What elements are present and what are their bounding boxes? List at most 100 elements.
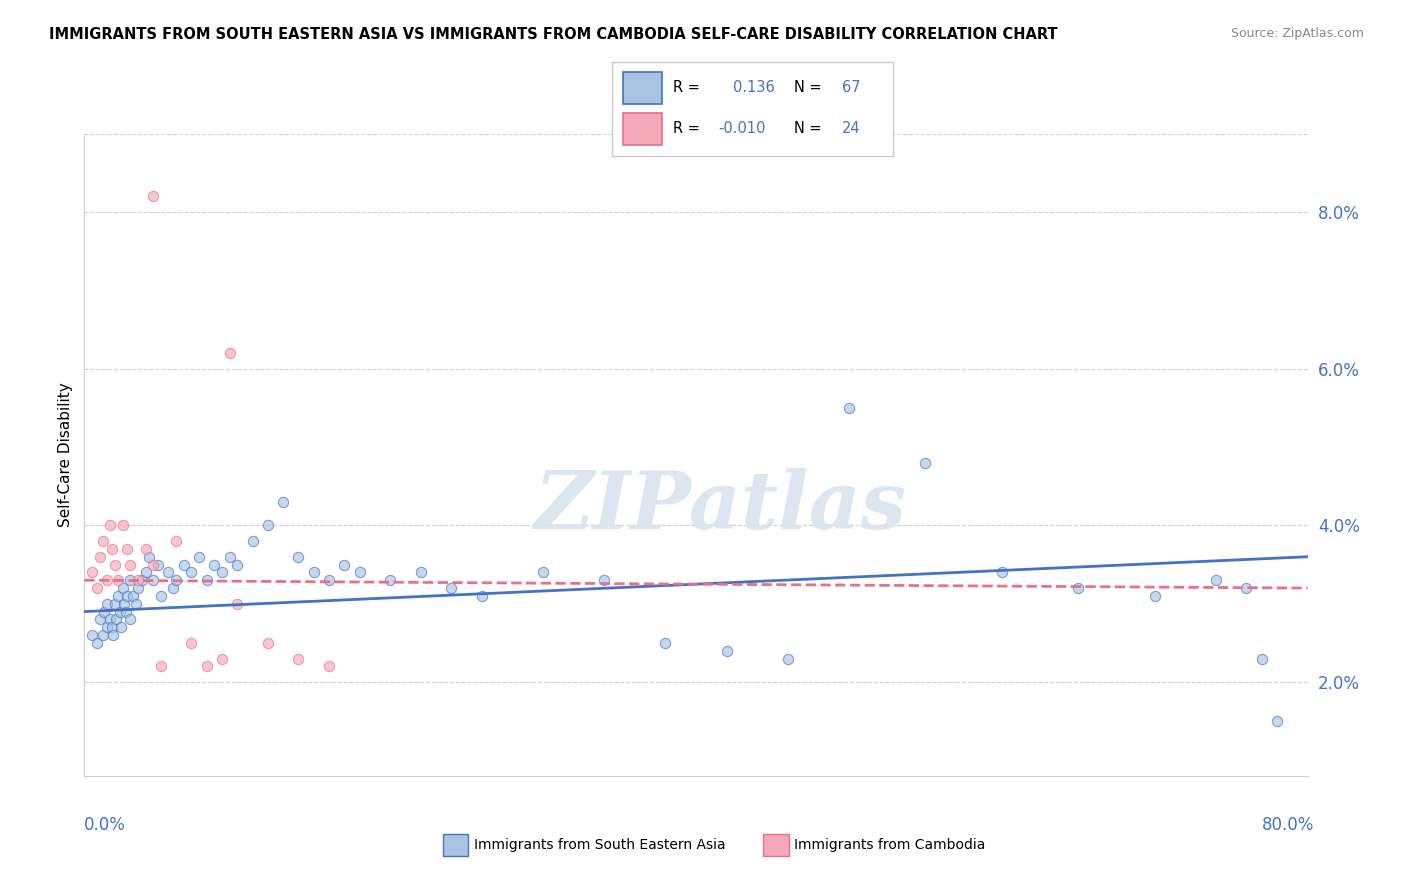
Text: 80.0%: 80.0%: [1263, 816, 1315, 834]
Point: [125, 597, 148, 611]
Point: [96, 597, 118, 611]
Point: [86, 636, 108, 650]
Point: [333, 558, 356, 572]
Point: [202, 558, 225, 572]
Point: [89, 549, 111, 564]
Point: [131, 573, 153, 587]
FancyBboxPatch shape: [623, 113, 662, 145]
Point: [122, 589, 145, 603]
Point: [103, 628, 125, 642]
Point: [257, 636, 280, 650]
Point: [218, 549, 240, 564]
Point: [716, 644, 738, 658]
Point: [287, 651, 309, 665]
Point: [135, 566, 157, 580]
Point: [91, 534, 114, 549]
Point: [135, 541, 157, 556]
Point: [838, 401, 860, 415]
Text: 0.136: 0.136: [733, 80, 775, 95]
Point: [120, 558, 142, 572]
Text: R =: R =: [673, 121, 700, 136]
Point: [287, 549, 309, 564]
Point: [211, 566, 233, 580]
Text: 24: 24: [842, 121, 860, 136]
Point: [107, 573, 129, 587]
Point: [149, 659, 172, 673]
Point: [271, 495, 294, 509]
Point: [142, 189, 165, 203]
Point: [1067, 581, 1090, 595]
Point: [226, 597, 249, 611]
Point: [991, 566, 1014, 580]
Point: [120, 573, 142, 587]
Point: [138, 549, 160, 564]
Text: R =: R =: [673, 80, 700, 95]
Point: [80, 566, 103, 580]
Text: -0.010: -0.010: [718, 121, 766, 136]
Point: [195, 573, 218, 587]
Point: [107, 589, 129, 603]
Point: [104, 558, 127, 572]
Point: [1143, 589, 1166, 603]
Point: [165, 534, 187, 549]
Text: Immigrants from South Eastern Asia: Immigrants from South Eastern Asia: [474, 838, 725, 852]
Point: [127, 573, 149, 587]
Point: [242, 534, 264, 549]
Point: [112, 597, 135, 611]
Point: [98, 518, 121, 533]
Point: [98, 612, 121, 626]
Point: [110, 620, 132, 634]
Point: [111, 518, 134, 533]
FancyBboxPatch shape: [623, 72, 662, 103]
Point: [93, 605, 115, 619]
Point: [114, 605, 136, 619]
Point: [96, 573, 118, 587]
Point: [318, 659, 340, 673]
Point: [914, 456, 936, 470]
Point: [654, 636, 676, 650]
Point: [165, 573, 187, 587]
Point: [195, 659, 218, 673]
Text: IMMIGRANTS FROM SOUTH EASTERN ASIA VS IMMIGRANTS FROM CAMBODIA SELF-CARE DISABIL: IMMIGRANTS FROM SOUTH EASTERN ASIA VS IM…: [49, 27, 1057, 42]
Point: [115, 541, 138, 556]
Point: [91, 628, 114, 642]
Point: [146, 558, 169, 572]
Text: ZIPatlas: ZIPatlas: [534, 467, 907, 545]
Point: [157, 566, 180, 580]
Point: [349, 566, 371, 580]
Point: [380, 573, 402, 587]
Point: [96, 620, 118, 634]
Point: [1250, 651, 1272, 665]
Text: N =: N =: [794, 80, 823, 95]
Point: [226, 558, 249, 572]
Point: [101, 541, 124, 556]
Point: [127, 581, 149, 595]
Point: [142, 558, 165, 572]
Point: [105, 612, 128, 626]
Y-axis label: Self-Care Disability: Self-Care Disability: [58, 383, 73, 527]
Point: [593, 573, 616, 587]
Point: [188, 549, 211, 564]
Point: [89, 612, 111, 626]
Point: [257, 518, 280, 533]
Point: [180, 636, 202, 650]
Text: 0.0%: 0.0%: [84, 816, 127, 834]
Text: Source: ZipAtlas.com: Source: ZipAtlas.com: [1230, 27, 1364, 40]
Point: [409, 566, 432, 580]
Point: [108, 605, 131, 619]
Point: [302, 566, 325, 580]
Point: [86, 581, 108, 595]
Text: N =: N =: [794, 121, 823, 136]
Point: [1265, 714, 1288, 729]
Point: [173, 558, 195, 572]
Point: [776, 651, 799, 665]
Point: [471, 589, 494, 603]
Point: [104, 597, 127, 611]
Point: [531, 566, 554, 580]
Point: [1236, 581, 1258, 595]
Point: [162, 581, 184, 595]
Text: Immigrants from Cambodia: Immigrants from Cambodia: [794, 838, 986, 852]
Point: [101, 620, 124, 634]
Point: [80, 628, 103, 642]
Point: [180, 566, 202, 580]
